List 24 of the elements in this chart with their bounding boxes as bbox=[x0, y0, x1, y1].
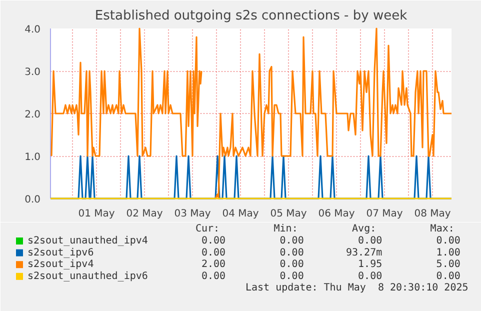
y-tick-label: 0.0 bbox=[24, 194, 41, 206]
x-tick-label: 06 May bbox=[318, 208, 355, 220]
text: Cur: Min: Avg: Max: bbox=[196, 224, 454, 235]
x-tick-label: 03 May bbox=[174, 208, 211, 220]
x-tick-label: 07 May bbox=[366, 208, 403, 220]
legend-label: s2sout_unauthed_ipv6 bbox=[28, 270, 148, 282]
x-tick-label: 02 May bbox=[126, 208, 163, 220]
legend-label: s2sout_ipv4 bbox=[28, 259, 94, 270]
legend-label: s2sout_unauthed_ipv4 bbox=[28, 236, 148, 246]
text: 0.00 0.00 0.00 0.00 bbox=[202, 236, 460, 246]
text: Last update: Thu May 8 20:30:10 2025 bbox=[246, 282, 468, 294]
text: 2.00 0.00 1.95 5.00 bbox=[202, 259, 460, 270]
y-tick-label: 1.0 bbox=[24, 152, 41, 163]
chart-title: Established outgoing s2s connections - by week bbox=[94, 8, 408, 24]
x-tick-label: 08 May bbox=[414, 208, 451, 220]
x-tick-label: 01 May bbox=[78, 208, 115, 220]
y-tick-label: 2.0 bbox=[24, 110, 41, 120]
x-tick-label: 05 May bbox=[270, 208, 307, 220]
y-tick-label: 3.0 bbox=[24, 67, 41, 78]
y-tick-label: 4.0 bbox=[24, 24, 41, 36]
legend-label: s2sout_ipv6 bbox=[28, 247, 94, 258]
text: 0.00 0.00 0.00 0.00 bbox=[202, 270, 460, 282]
text: 0.00 0.00 93.27m 1.00 bbox=[202, 247, 460, 258]
x-tick-label: 04 May bbox=[222, 208, 259, 220]
